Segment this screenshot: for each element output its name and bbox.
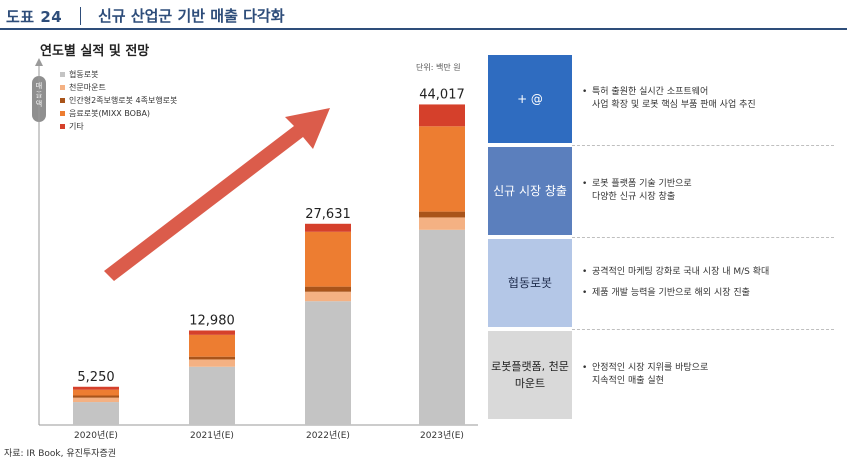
card-new-market: 신규 시장 창출 • 로봇 플랫폼 기술 기반으로 다양한 신규 시장 창출 <box>488 147 840 235</box>
figure-header: 도표 24 신규 산업군 기반 매출 다각화 <box>0 0 847 30</box>
source-note: 자료: IR Book, 유진투자증권 <box>4 449 117 459</box>
legend-swatch <box>60 85 65 90</box>
bar-segment-2 <box>305 286 351 292</box>
bullet-indent <box>582 99 592 112</box>
card-description: • 특허 출원한 실시간 소프트웨어 사업 확장 및 로봇 핵심 부품 판매 사업… <box>582 55 840 143</box>
card-platform-mount: 로봇플랫폼, 천문마운트 • 안정적인 시장 지위를 바탕으로 지속적인 매출 실… <box>488 331 840 419</box>
card-label-box: 협동로봇 <box>488 239 572 327</box>
legend-item-other: 기타 <box>60 120 177 133</box>
bar-segment-3 <box>189 334 235 357</box>
card-bullet: • 로봇 플랫폼 기술 기반으로 <box>582 178 840 191</box>
legend-label: 인간형2족보행로봇 4족보행로봇 <box>69 96 178 105</box>
card-divider <box>572 145 834 146</box>
bar-segment-1 <box>73 397 119 403</box>
bar-segment-0 <box>189 366 235 425</box>
card-bullet-text: 특허 출원한 실시간 소프트웨어 <box>592 87 709 97</box>
bar-segment-3 <box>419 126 465 212</box>
legend-item-mount: 천문마운트 <box>60 81 177 94</box>
x-tick-label: 2021년(E) <box>190 430 234 441</box>
stacked-bar-chart: 5,250 2020년(E) 12,980 2021년(E) 27,631 2022년(E… <box>35 58 478 441</box>
card-cobot: 협동로봇 • 공격적인 마케팅 강화로 국내 시장 내 M/S 확대 • 제품 개발… <box>488 239 840 327</box>
legend-swatch <box>60 124 65 129</box>
bullet-indent <box>582 191 592 204</box>
bar-total-label: 5,250 <box>77 370 114 385</box>
card-divider <box>572 329 834 330</box>
legend-label: 기타 <box>69 122 84 131</box>
bar-segment-2 <box>419 211 465 218</box>
unit-label: 단위: 백만 원 <box>416 63 461 72</box>
bullet-dot: • <box>582 267 588 277</box>
bar-segment-4 <box>73 386 119 390</box>
bullet-dot: • <box>582 87 588 97</box>
card-bullet: 사업 확장 및 로봇 핵심 부품 판매 사업 추진 <box>582 99 840 112</box>
card-description: • 로봇 플랫폼 기술 기반으로 다양한 신규 시장 창출 <box>582 147 840 235</box>
bar-segment-2 <box>73 395 119 398</box>
legend-label: 천문마운트 <box>69 83 106 92</box>
header-separator <box>80 7 81 25</box>
card-label: 협동로봇 <box>507 275 553 290</box>
growth-arrow <box>104 108 330 281</box>
bar-segment-0 <box>305 301 351 425</box>
bar-segment-1 <box>189 359 235 367</box>
bar-total-label: 27,631 <box>305 207 351 222</box>
legend: 협동로봇 천문마운트 인간형2족보행로봇 4족보행로봇 음료로봇(MIXX BO… <box>60 68 177 133</box>
legend-item-beverage: 음료로봇(MIXX BOBA) <box>60 107 177 120</box>
card-bullet-text: 로봇 플랫폼 기술 기반으로 <box>592 179 692 189</box>
bar-segment-4 <box>305 223 351 232</box>
bar-segment-2 <box>189 356 235 360</box>
bar-segment-3 <box>305 231 351 287</box>
bar-segment-1 <box>305 291 351 302</box>
legend-label: 협동로봇 <box>69 70 99 79</box>
x-tick-label: 2020년(E) <box>74 430 118 441</box>
card-bullet-text: 사업 확장 및 로봇 핵심 부품 판매 사업 추진 <box>592 100 756 110</box>
bar-total-label: 44,017 <box>419 87 465 102</box>
bar-segment-1 <box>419 217 465 230</box>
legend-item-walking: 인간형2족보행로봇 4족보행로봇 <box>60 94 177 107</box>
bar-segment-0 <box>419 229 465 425</box>
bar-segment-3 <box>73 389 119 396</box>
legend-swatch <box>60 111 65 116</box>
bullet-indent <box>582 375 592 388</box>
bar-segment-4 <box>189 330 235 335</box>
chart-title: 연도별 실적 및 전망 <box>40 44 150 59</box>
x-tick-label: 2023년(E) <box>420 430 464 441</box>
bullet-dot: • <box>582 288 588 298</box>
card-bullet-text: 제품 개발 능력을 기반으로 해외 시장 진출 <box>592 288 750 298</box>
y-axis-arrow <box>35 58 43 66</box>
card-bullet: 다양한 신규 시장 창출 <box>582 191 840 204</box>
card-bullet-text: 공격적인 마케팅 강화로 국내 시장 내 M/S 확대 <box>592 267 770 277</box>
card-label-box: + @ <box>488 55 572 143</box>
card-description: • 공격적인 마케팅 강화로 국내 시장 내 M/S 확대 • 제품 개발 능력을 … <box>582 239 840 327</box>
card-bullet-text: 안정적인 시장 지위를 바탕으로 <box>592 363 709 373</box>
card-plus-alpha: + @ • 특허 출원한 실시간 소프트웨어 사업 확장 및 로봇 핵심 부품 판… <box>488 55 840 143</box>
legend-item-cobot: 협동로봇 <box>60 68 177 81</box>
figure-number: 도표 24 <box>6 8 63 26</box>
card-label: + @ <box>517 91 543 106</box>
bar-segment-4 <box>419 104 465 127</box>
legend-swatch <box>60 72 65 77</box>
x-tick-label: 2022년(E) <box>306 430 350 441</box>
legend-label: 음료로봇(MIXX BOBA) <box>69 109 151 118</box>
card-label-box: 로봇플랫폼, 천문마운트 <box>488 331 572 419</box>
bar-segment-0 <box>73 402 119 425</box>
legend-swatch <box>60 98 65 103</box>
card-bullet: • 공격적인 마케팅 강화로 국내 시장 내 M/S 확대 <box>582 266 840 279</box>
bar-total-label: 12,980 <box>189 313 235 328</box>
card-label: 로봇플랫폼, 천문마운트 <box>491 360 569 390</box>
card-bullet: • 안정적인 시장 지위를 바탕으로 <box>582 362 840 375</box>
card-label: 신규 시장 창출 <box>493 183 567 198</box>
card-label-box: 신규 시장 창출 <box>488 147 572 235</box>
card-bullet-text: 지속적인 매출 실현 <box>592 376 664 386</box>
card-bullet: • 특허 출원한 실시간 소프트웨어 <box>582 86 840 99</box>
card-bullet: 지속적인 매출 실현 <box>582 375 840 388</box>
card-bullet-text: 다양한 신규 시장 창출 <box>592 192 676 202</box>
bullet-dot: • <box>582 363 588 373</box>
bullet-dot: • <box>582 179 588 189</box>
card-description: • 안정적인 시장 지위를 바탕으로 지속적인 매출 실현 <box>582 331 840 419</box>
figure-title: 신규 산업군 기반 매출 다각화 <box>98 7 285 25</box>
card-divider <box>572 237 834 238</box>
card-bullet: • 제품 개발 능력을 기반으로 해외 시장 진출 <box>582 287 840 300</box>
